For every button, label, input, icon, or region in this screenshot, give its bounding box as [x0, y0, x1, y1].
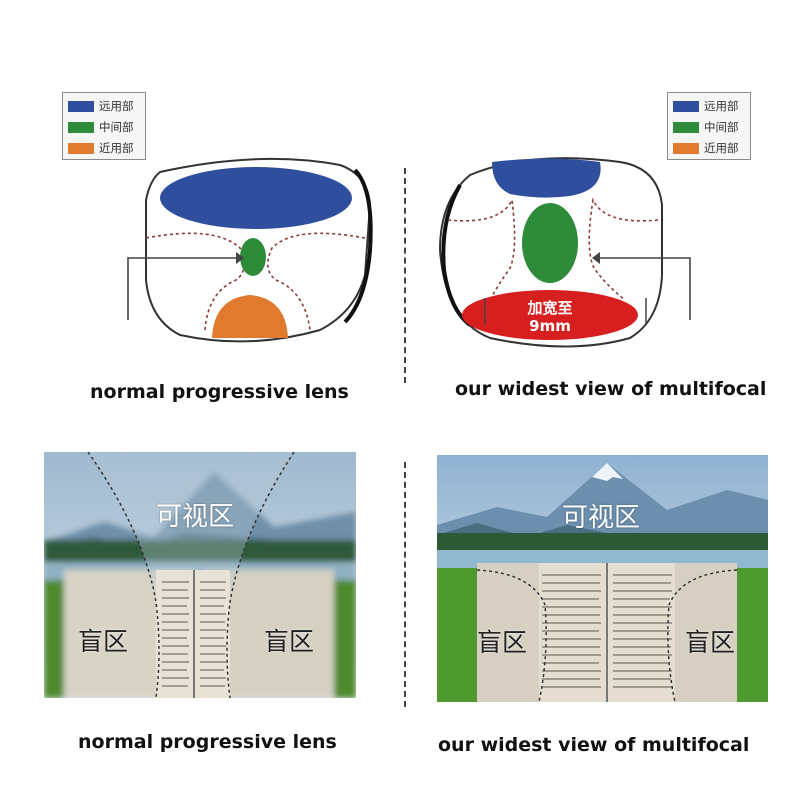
- normal-zone-boundary-right: [226, 452, 295, 698]
- legend-item-far: 远用部: [68, 98, 134, 114]
- caption-top-left: normal progressive lens: [90, 381, 349, 403]
- wide-book-left-blur: [477, 563, 539, 702]
- wide-lens-rim-shadow: [441, 184, 472, 327]
- widened-badge-line1: 加宽至: [527, 299, 573, 317]
- widened-badge: 加宽至 9mm: [500, 299, 600, 335]
- wide-view-photo: 可视区 盲区 盲区: [437, 455, 768, 702]
- wide-book-right-blur: [675, 563, 737, 702]
- caption-bottom-right: our widest view of multifocal: [438, 734, 750, 756]
- legend-swatch-near-right: [673, 142, 699, 154]
- legend-item-near-right: 近用部: [673, 140, 739, 156]
- caption-bottom-left: normal progressive lens: [78, 731, 337, 753]
- normal-view-zone-label: 可视区: [156, 502, 235, 532]
- normal-lens-rim-shadow: [343, 168, 373, 324]
- normal-boundary-left: [145, 232, 245, 331]
- legend-item-far-right: 远用部: [673, 98, 739, 114]
- wide-boundary-right: [588, 197, 659, 301]
- legend-item-near: 近用部: [68, 140, 134, 156]
- normal-zone-boundary-left: [87, 452, 160, 698]
- wide-view-scene: [437, 455, 768, 702]
- legend-swatch-far: [68, 100, 94, 112]
- legend-item-mid: 中间部: [68, 119, 134, 135]
- wide-zone-boundary-right: [667, 569, 738, 702]
- legend-label-mid-right: 中间部: [704, 120, 739, 134]
- wide-boundary-left: [447, 197, 516, 301]
- divider-bottom: [404, 462, 406, 707]
- wide-pointer-arrowhead: [592, 252, 600, 264]
- legend-label-near-right: 近用部: [704, 141, 739, 155]
- legend-swatch-near: [68, 142, 94, 154]
- legend-swatch-far-right: [673, 100, 699, 112]
- normal-far-zone: [160, 167, 352, 229]
- normal-lens-diagram: [127, 157, 373, 343]
- wide-treeline: [437, 533, 768, 551]
- wide-near-zone: [462, 290, 638, 340]
- wide-blind-zone-left: 盲区: [477, 628, 528, 657]
- legend-right: 远用部 中间部 近用部: [667, 92, 751, 160]
- wide-mountain-far: [437, 463, 768, 550]
- wide-book-text-lines: [542, 574, 672, 688]
- wide-mountain-snow: [592, 463, 623, 481]
- legend-swatch-mid-right: [673, 121, 699, 133]
- wide-pointer-line: [600, 257, 691, 320]
- wide-lens-diagram: [438, 157, 691, 348]
- wide-far-zone: [492, 158, 601, 198]
- legend-item-mid-right: 中间部: [673, 119, 739, 135]
- divider-top: [404, 168, 406, 383]
- normal-boundary-right: [267, 232, 366, 331]
- wide-mid-zone: [522, 203, 578, 283]
- caption-top-right: our widest view of multifocal: [455, 378, 767, 400]
- wide-blind-zone-right: 盲区: [685, 628, 736, 657]
- normal-book-text-lines: [162, 581, 226, 687]
- widened-badge-line2: 9mm: [529, 317, 571, 335]
- wide-view-zone-label: 可视区: [562, 503, 641, 533]
- wide-zone-boundary-left: [476, 569, 547, 702]
- normal-blind-zone-right: 盲区: [264, 627, 315, 656]
- normal-pointer-line: [127, 257, 236, 320]
- legend-label-near: 近用部: [99, 141, 134, 155]
- normal-mid-zone: [240, 238, 266, 276]
- legend-label-far: 远用部: [99, 99, 134, 113]
- normal-pointer-arrowhead: [236, 252, 244, 264]
- normal-view-scene: [44, 452, 356, 698]
- legend-label-far-right: 远用部: [704, 99, 739, 113]
- legend-label-mid: 中间部: [99, 120, 134, 134]
- legend-left: 远用部 中间部 近用部: [62, 92, 146, 160]
- normal-view-photo: 可视区 盲区 盲区: [44, 452, 356, 698]
- legend-swatch-mid: [68, 121, 94, 133]
- normal-blind-zone-left: 盲区: [78, 627, 129, 656]
- normal-near-zone: [212, 295, 288, 338]
